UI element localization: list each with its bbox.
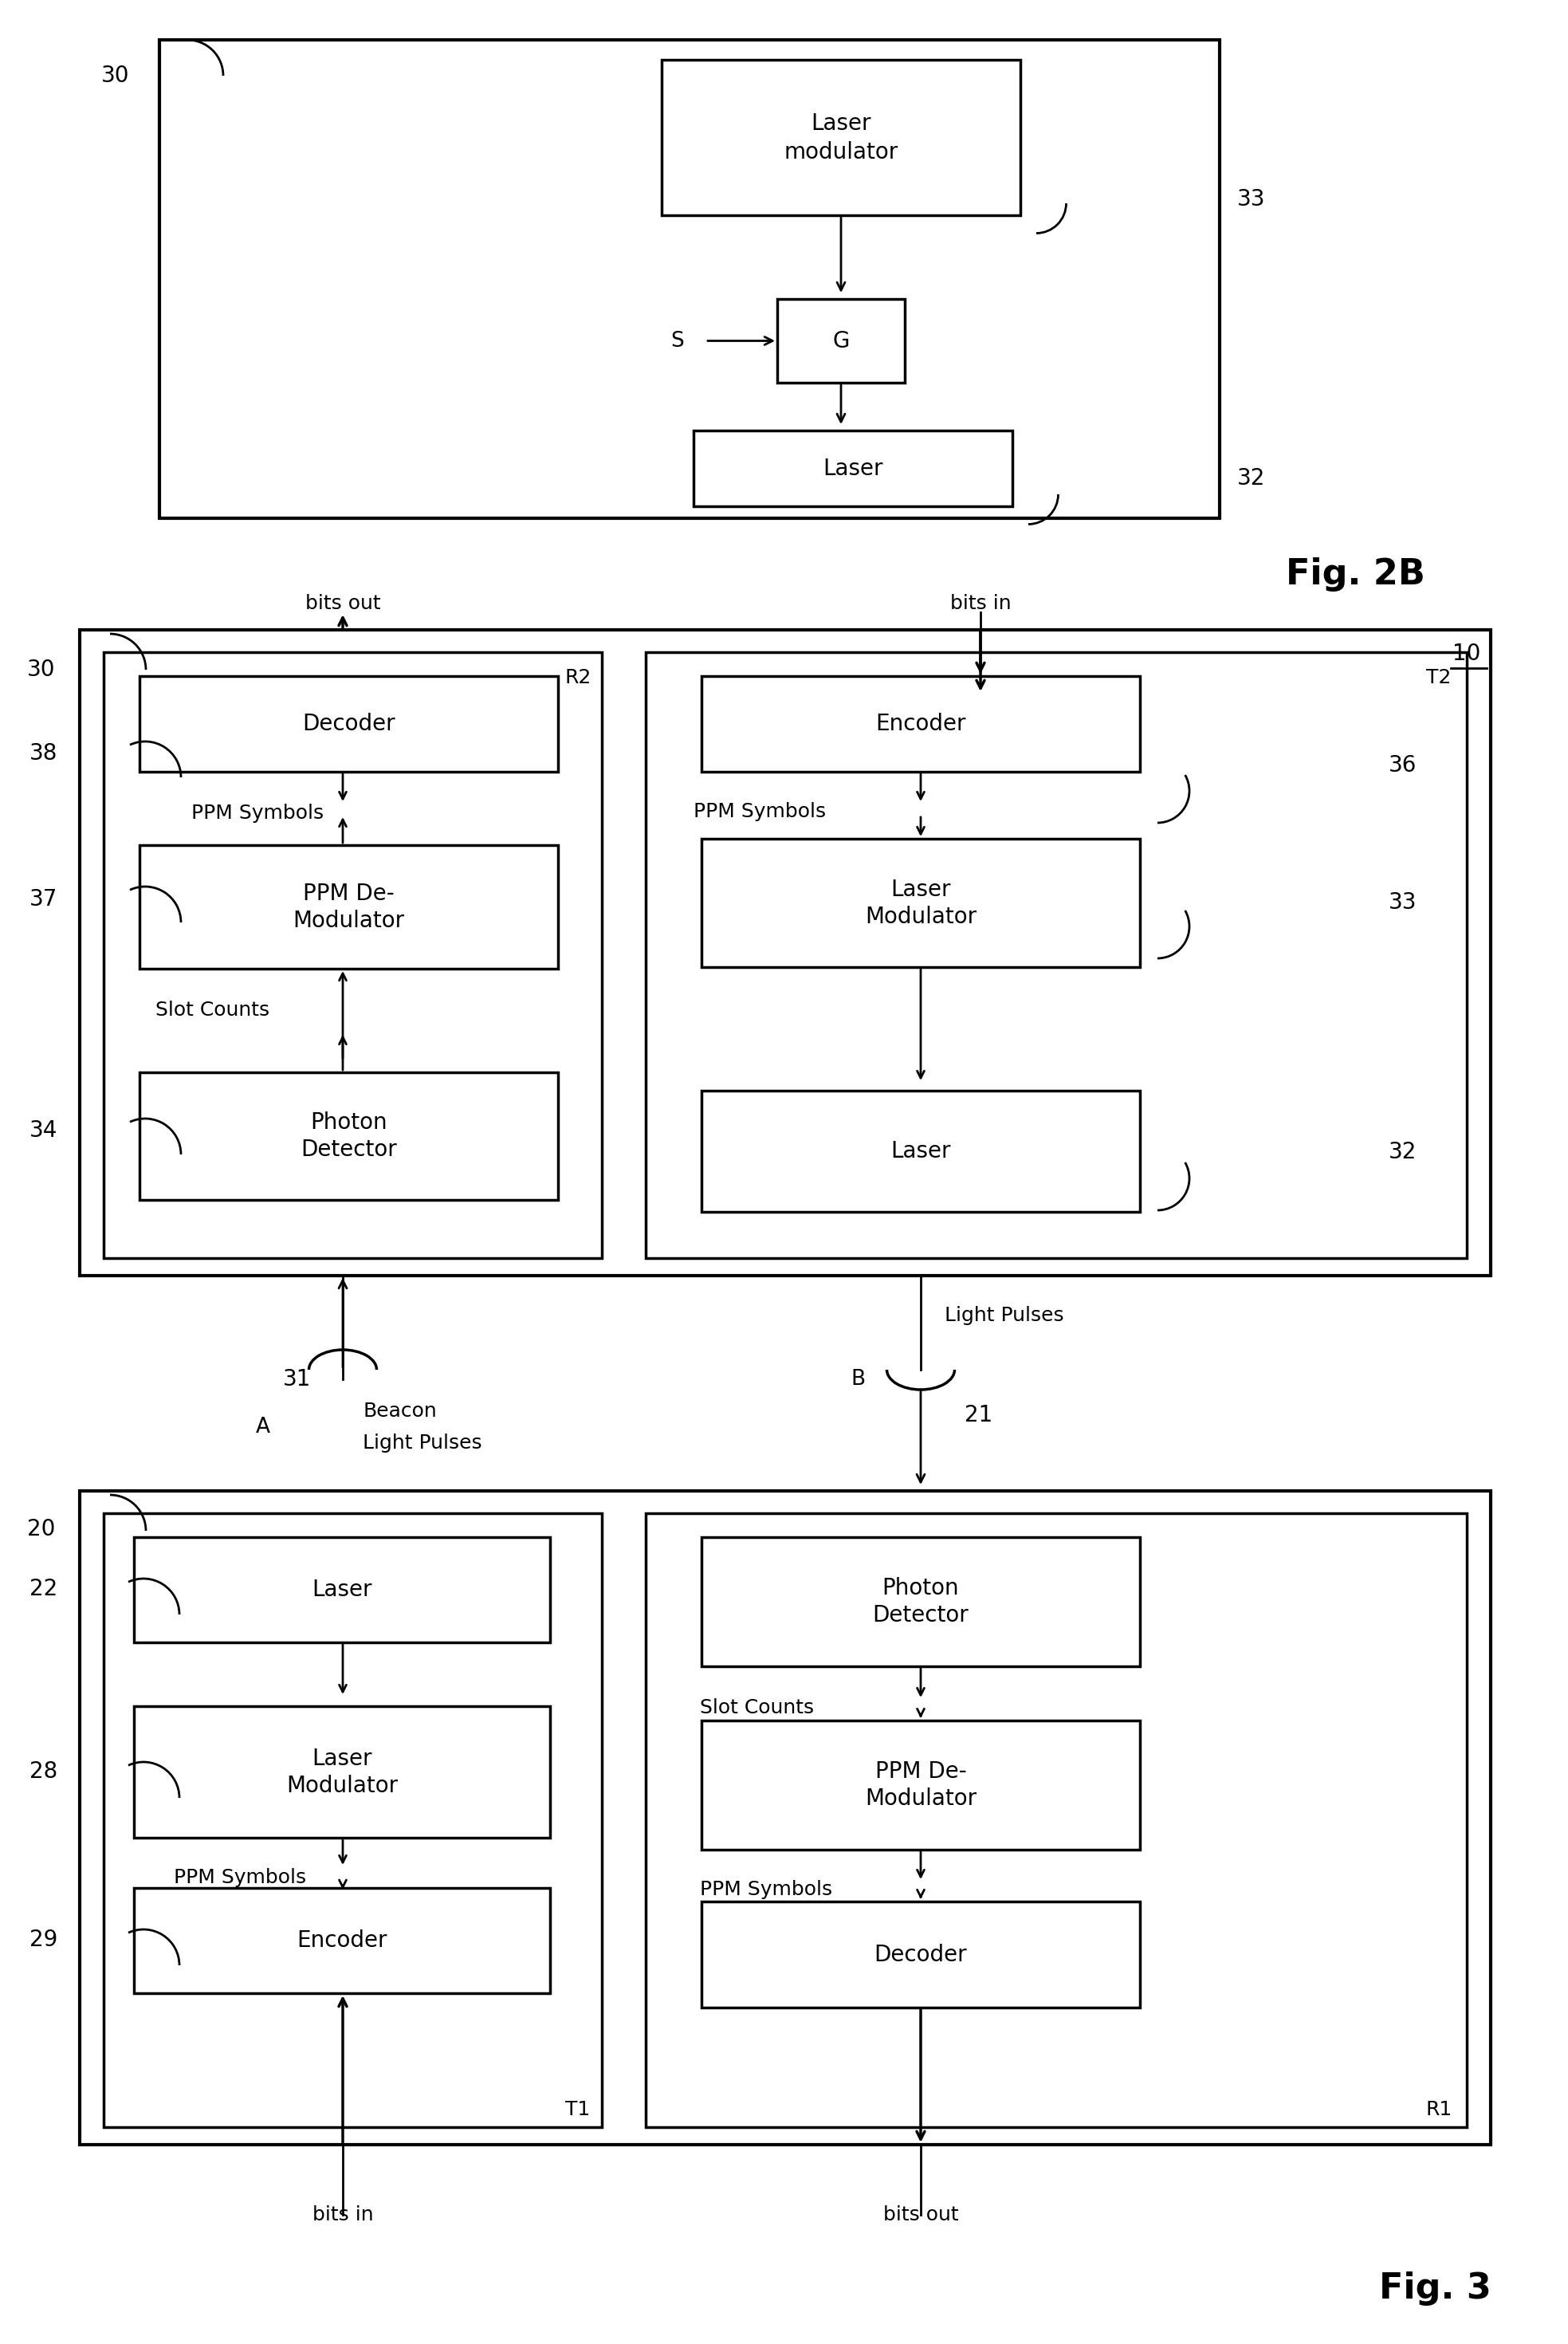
Bar [646,1514,1466,2126]
Text: 33: 33 [1389,891,1417,914]
Text: G: G [833,331,850,352]
Text: 29: 29 [30,1929,58,1950]
Bar [693,431,1013,506]
Text: Modulator: Modulator [293,909,405,931]
Text: 30: 30 [102,66,130,87]
Text: Fig. 3: Fig. 3 [1378,2271,1491,2306]
Text: Modulator: Modulator [866,1788,977,1810]
Text: PPM De-: PPM De- [875,1760,966,1784]
Bar [701,1538,1140,1667]
Text: T1: T1 [566,2100,591,2119]
Text: Decoder: Decoder [875,1943,967,1967]
Bar [778,300,905,382]
Text: Detector: Detector [872,1603,969,1627]
Text: Photon: Photon [310,1111,387,1134]
Text: bits in: bits in [312,2206,373,2224]
Text: Fig. 2B: Fig. 2B [1286,558,1425,591]
Text: 32: 32 [1237,466,1265,490]
Bar [662,61,1021,216]
Text: 10: 10 [1452,642,1480,666]
Bar [133,1887,550,1992]
Text: Modulator: Modulator [866,905,977,928]
Text: Laser: Laser [312,1578,372,1601]
Text: 33: 33 [1237,188,1265,211]
Text: PPM Symbols: PPM Symbols [693,802,826,820]
Bar [133,1706,550,1838]
Text: R1: R1 [1425,2100,1452,2119]
Text: B: B [850,1369,866,1390]
Text: Photon: Photon [883,1578,960,1599]
Text: Laser: Laser [312,1746,372,1770]
Bar [133,1538,550,1643]
Bar [160,40,1220,518]
Text: Decoder: Decoder [303,713,395,736]
Text: R2: R2 [564,668,591,687]
Text: 22: 22 [30,1578,58,1601]
Bar [140,846,558,968]
Text: Laser: Laser [811,113,872,134]
Text: 28: 28 [30,1760,58,1784]
Text: Laser: Laser [891,1139,950,1163]
Text: 34: 34 [30,1120,58,1142]
Bar [140,1071,558,1200]
Text: PPM Symbols: PPM Symbols [191,804,323,823]
Text: 36: 36 [1389,755,1417,776]
Text: 38: 38 [30,743,58,764]
Text: Light Pulses: Light Pulses [944,1306,1065,1324]
Text: T2: T2 [1427,668,1452,687]
Bar [80,631,1491,1275]
Text: Slot Counts: Slot Counts [155,1001,270,1020]
Text: bits out: bits out [306,593,381,614]
Bar [80,1491,1491,2145]
Bar [103,1514,602,2126]
Text: 37: 37 [30,888,58,909]
Text: bits out: bits out [883,2206,958,2224]
Text: PPM De-: PPM De- [303,881,395,905]
Text: modulator: modulator [784,141,898,164]
Text: S: S [671,331,684,352]
Bar [701,1090,1140,1212]
Bar [701,1720,1140,1849]
Bar [701,1901,1140,2006]
Bar [103,652,602,1259]
Text: bits in: bits in [950,593,1011,614]
Bar [701,839,1140,968]
Text: Detector: Detector [301,1139,397,1160]
Text: Slot Counts: Slot Counts [699,1697,814,1718]
Text: PPM Symbols: PPM Symbols [699,1880,833,1899]
Text: 31: 31 [282,1369,310,1390]
Text: 30: 30 [27,659,55,680]
Text: Beacon: Beacon [362,1402,436,1420]
Bar [646,652,1466,1259]
Text: Light Pulses: Light Pulses [362,1435,481,1453]
Text: Laser: Laser [823,457,883,481]
Text: Laser: Laser [891,879,950,900]
Text: Modulator: Modulator [285,1774,398,1796]
Text: 32: 32 [1389,1142,1417,1163]
Text: Encoder: Encoder [875,713,966,736]
Text: 21: 21 [964,1404,993,1427]
Bar [701,675,1140,771]
Text: PPM Symbols: PPM Symbols [174,1868,306,1887]
Text: 20: 20 [27,1519,55,1540]
Text: A: A [256,1416,270,1437]
Text: Encoder: Encoder [296,1929,387,1953]
Bar [140,675,558,771]
